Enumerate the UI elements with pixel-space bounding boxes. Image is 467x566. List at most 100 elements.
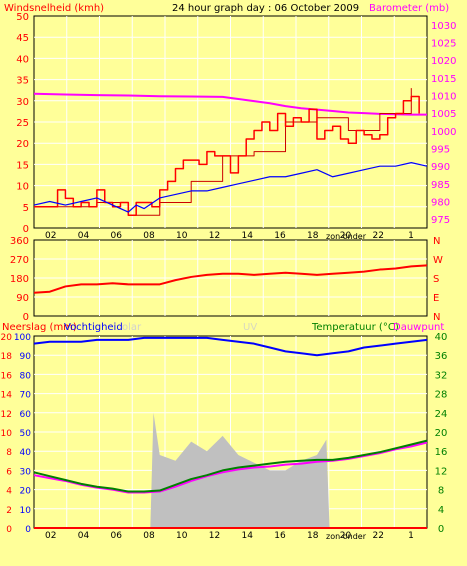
direction-tick-label: 360 [10, 236, 29, 247]
barometer-tick-label: 975 [431, 215, 450, 226]
humidity-axis-title: Vochtigheid [64, 322, 123, 333]
temperature-tick-label: 36 [435, 351, 448, 362]
direction-tick-label: 270 [10, 255, 29, 266]
wind-time-label: 22 [373, 231, 384, 241]
rain-tick-label: 10 [1, 429, 13, 439]
rain-tick-label: 20 [1, 333, 13, 343]
wind-tick-label: 20 [16, 139, 29, 150]
rain-tick-label: 16 [1, 371, 13, 381]
humidity-temperature-panel: 0246810121416182001020304050607080901000… [1, 332, 448, 541]
humidity-time-label: 16 [274, 531, 286, 541]
humidity-time-label: 1 [408, 531, 414, 541]
wind-time-label: 16 [274, 231, 286, 241]
wind-xlabel: zon onder [326, 232, 367, 241]
barometer-axis-title: Barometer (mb) [369, 3, 449, 14]
humidity-tick-label: 40 [20, 448, 32, 458]
humidity-time-label: 08 [143, 531, 155, 541]
temperature-axis-title: Temperatuur (°C) [311, 322, 399, 333]
wind-barometer-panel: 0510152025303540455097598098599099510001… [16, 12, 456, 241]
humidity-time-label: 12 [209, 531, 220, 541]
rain-tick-label: 6 [6, 467, 12, 477]
temperature-line [33, 439, 428, 493]
uv-axis-title: UV [243, 322, 257, 333]
wind-time-label: 1 [408, 231, 414, 241]
humidity-tick-label: 90 [20, 352, 32, 362]
wind-tick-label: 25 [16, 118, 29, 129]
humidity-tick-label: 100 [14, 333, 31, 343]
rain-tick-label: 14 [1, 391, 13, 401]
barometer-tick-label: 985 [431, 180, 450, 191]
humidity-time-label: 10 [176, 531, 188, 541]
compass-label: N [433, 312, 440, 323]
humidity-time-label: 04 [78, 531, 90, 541]
humidity-time-label: 18 [307, 531, 319, 541]
wind-direction-line [33, 264, 428, 294]
humidity-time-label: 20 [340, 531, 352, 541]
temperature-tick-label: 8 [438, 486, 444, 497]
direction-tick-label: 0 [23, 312, 29, 323]
temperature-tick-label: 12 [435, 466, 448, 477]
compass-label: E [433, 293, 439, 304]
barometer-tick-label: 1030 [431, 21, 456, 32]
solar-axis-title: olar [122, 322, 142, 333]
humidity-tick-label: 70 [20, 391, 32, 401]
wind-time-label: 04 [78, 231, 90, 241]
wind-time-label: 20 [340, 231, 352, 241]
wind-time-label: 02 [45, 231, 56, 241]
wind-time-label: 18 [307, 231, 319, 241]
wind-time-label: 08 [143, 231, 155, 241]
humidity-tick-label: 60 [20, 410, 32, 420]
direction-tick-label: 180 [10, 274, 29, 285]
humidity-time-label: 22 [373, 531, 384, 541]
compass-label: S [433, 274, 439, 285]
wind-tick-label: 40 [16, 54, 29, 65]
wind-average-line [33, 162, 428, 213]
direction-tick-label: 90 [16, 293, 29, 304]
humidity-tick-label: 10 [20, 506, 32, 516]
compass-label: W [433, 255, 443, 266]
temperature-tick-label: 32 [435, 370, 448, 381]
barometer-tick-label: 980 [431, 198, 450, 209]
barometer-tick-label: 990 [431, 162, 450, 173]
chart-title: 24 hour graph day : 06 October 2009 [172, 3, 359, 14]
humidity-tick-label: 80 [20, 371, 32, 381]
barometer-tick-label: 1020 [431, 56, 456, 67]
wind-time-label: 14 [242, 231, 254, 241]
rain-tick-label: 18 [1, 352, 13, 362]
barometer-tick-label: 995 [431, 145, 450, 156]
wind-tick-label: 5 [23, 203, 29, 214]
temperature-tick-label: 16 [435, 447, 448, 458]
temperature-tick-label: 40 [435, 332, 448, 343]
wind-tick-label: 50 [16, 12, 29, 23]
wind-tick-label: 15 [16, 160, 29, 171]
compass-label: N [433, 236, 440, 247]
humidity-time-label: 02 [45, 531, 56, 541]
barometer-tick-label: 1010 [431, 92, 456, 103]
barometer-line [33, 92, 427, 116]
humidity-tick-label: 30 [20, 467, 32, 477]
temperature-tick-label: 20 [435, 428, 448, 439]
rain-tick-label: 12 [1, 410, 12, 420]
barometer-tick-label: 1015 [431, 74, 456, 85]
rain-tick-label: 8 [6, 448, 12, 458]
humidity-tick-label: 50 [20, 429, 32, 439]
wind-tick-label: 35 [16, 76, 29, 87]
wind-tick-label: 10 [16, 182, 29, 193]
temperature-tick-label: 28 [435, 390, 448, 401]
wind-time-label: 10 [176, 231, 188, 241]
humidity-tick-label: 20 [20, 487, 32, 497]
barometer-tick-label: 1025 [431, 39, 456, 50]
wind-axis-title: Windsnelheid (kmh) [4, 3, 104, 14]
rain-tick-label: 2 [6, 506, 12, 516]
humidity-xlabel: zon onder [326, 532, 367, 541]
temperature-tick-label: 24 [435, 409, 448, 420]
humidity-time-label: 14 [242, 531, 254, 541]
temperature-tick-label: 4 [438, 505, 444, 516]
rain-axis-title: Neerslag (mm) [2, 322, 77, 333]
humidity-tick-label: 0 [25, 525, 31, 535]
wind-tick-label: 30 [16, 97, 29, 108]
wind-time-label: 06 [111, 231, 123, 241]
humidity-time-label: 06 [111, 531, 123, 541]
